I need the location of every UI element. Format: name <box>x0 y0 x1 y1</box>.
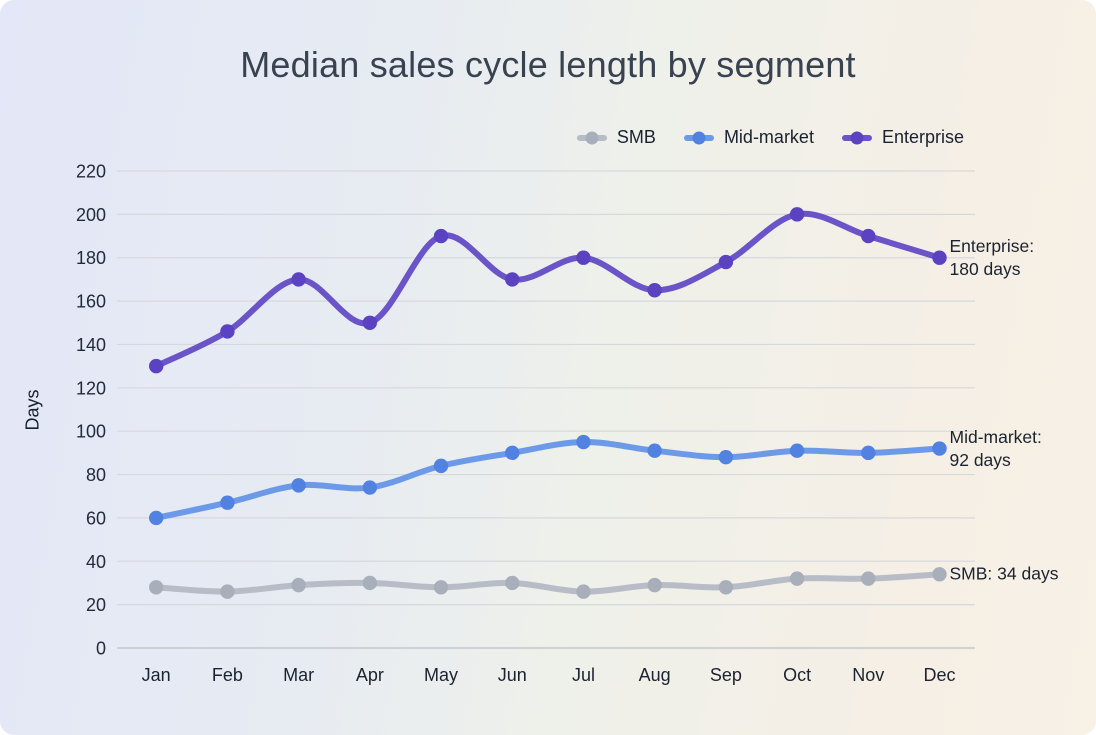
data-point-mid-market-jul[interactable] <box>576 434 591 450</box>
data-point-smb-jul[interactable] <box>576 584 591 599</box>
legend: SMB Mid-market Enterprise <box>576 127 964 148</box>
data-point-enterprise-aug[interactable] <box>647 283 662 298</box>
legend-label-smb: SMB <box>616 127 656 147</box>
y-tick-label: 0 <box>96 639 106 659</box>
y-tick-label: 80 <box>86 465 106 485</box>
data-point-smb-may[interactable] <box>433 580 449 595</box>
x-tick-label: Apr <box>356 665 384 685</box>
annotation-line: Enterprise: <box>949 235 1035 256</box>
data-point-mid-market-may[interactable] <box>433 458 449 474</box>
data-point-mid-market-sep[interactable] <box>718 449 734 465</box>
annotation-line: 180 days <box>949 258 1021 279</box>
y-tick-label: 220 <box>76 161 106 181</box>
legend-item-smb[interactable]: SMB <box>576 127 656 148</box>
x-tick-label: Jul <box>572 665 595 685</box>
y-tick-label: 100 <box>76 422 106 442</box>
data-point-smb-mar[interactable] <box>291 577 306 593</box>
legend-dot-icon <box>850 131 864 144</box>
y-tick-label: 40 <box>86 552 106 572</box>
x-tick-label: Aug <box>639 665 671 685</box>
data-point-enterprise-apr[interactable] <box>362 315 378 330</box>
data-point-smb-jan[interactable] <box>149 580 164 595</box>
data-point-mid-market-oct[interactable] <box>789 443 805 458</box>
x-tick-label: Jan <box>142 665 171 685</box>
data-point-enterprise-feb[interactable] <box>220 324 235 339</box>
x-tick-label: Feb <box>212 665 243 685</box>
data-point-smb-dec[interactable] <box>932 567 947 582</box>
data-point-enterprise-oct[interactable] <box>789 207 805 222</box>
legend-marker-smb-icon <box>576 131 607 144</box>
x-tick-label: Nov <box>852 665 884 685</box>
data-point-smb-oct[interactable] <box>789 571 805 586</box>
annotation-line: SMB: 34 days <box>949 563 1059 584</box>
y-tick-label: 180 <box>76 248 106 268</box>
legend-item-enterprise[interactable]: Enterprise <box>841 127 964 148</box>
y-tick-label: 200 <box>76 205 106 225</box>
data-point-enterprise-may[interactable] <box>433 228 449 244</box>
y-tick-label: 20 <box>86 595 106 615</box>
data-point-smb-nov[interactable] <box>861 571 876 586</box>
data-point-mid-market-dec[interactable] <box>932 441 947 456</box>
legend-item-mid-market[interactable]: Mid-market <box>683 127 814 148</box>
y-tick-label: 140 <box>76 335 106 355</box>
x-tick-label: May <box>424 665 458 685</box>
data-point-mid-market-nov[interactable] <box>861 445 876 461</box>
data-point-mid-market-jun[interactable] <box>505 445 520 461</box>
legend-label-enterprise: Enterprise <box>881 127 964 147</box>
series-line-smb <box>153 571 943 595</box>
x-tick-label: Oct <box>783 665 811 685</box>
annotation-line: Mid-market: <box>949 426 1042 447</box>
x-tick-label: Sep <box>710 665 742 685</box>
x-tick-label: Dec <box>924 665 956 685</box>
data-point-mid-market-aug[interactable] <box>647 443 662 458</box>
data-point-mid-market-jan[interactable] <box>149 510 164 526</box>
series-line-enterprise <box>153 210 943 370</box>
legend-marker-enterprise-icon <box>841 131 872 144</box>
series-line-mid-market <box>153 439 943 521</box>
legend-dot-icon <box>692 131 706 144</box>
annotation-smb: SMB: 34 days <box>950 563 1059 586</box>
data-point-smb-jun[interactable] <box>505 575 520 591</box>
data-point-smb-sep[interactable] <box>718 580 734 595</box>
y-tick-label: 120 <box>76 378 106 398</box>
legend-label-mid-market: Mid-market <box>723 127 814 147</box>
data-point-enterprise-sep[interactable] <box>718 254 734 270</box>
annotation-line: 92 days <box>949 449 1011 470</box>
data-point-mid-market-mar[interactable] <box>291 478 306 493</box>
y-tick-label: 60 <box>86 508 106 528</box>
legend-dot-icon <box>585 131 599 144</box>
data-point-mid-market-apr[interactable] <box>362 480 378 495</box>
legend-marker-mid-market-icon <box>683 131 714 144</box>
data-point-enterprise-jan[interactable] <box>149 358 164 374</box>
data-point-enterprise-mar[interactable] <box>291 272 306 287</box>
x-tick-label: Mar <box>283 665 314 685</box>
data-point-enterprise-nov[interactable] <box>861 228 876 244</box>
data-point-enterprise-jul[interactable] <box>576 250 591 265</box>
data-point-smb-aug[interactable] <box>647 577 662 593</box>
annotation-enterprise: Enterprise: 180 days <box>950 235 1035 281</box>
chart-title: Median sales cycle length by segment <box>240 44 856 85</box>
y-tick-label: 160 <box>76 292 106 312</box>
annotation-mid-market: Mid-market: 92 days <box>950 426 1042 472</box>
data-point-smb-feb[interactable] <box>220 584 235 599</box>
data-point-enterprise-dec[interactable] <box>932 250 947 265</box>
data-point-mid-market-feb[interactable] <box>220 495 235 510</box>
x-tick-label: Jun <box>498 665 527 685</box>
data-point-smb-apr[interactable] <box>362 575 378 591</box>
data-point-enterprise-jun[interactable] <box>505 272 520 287</box>
